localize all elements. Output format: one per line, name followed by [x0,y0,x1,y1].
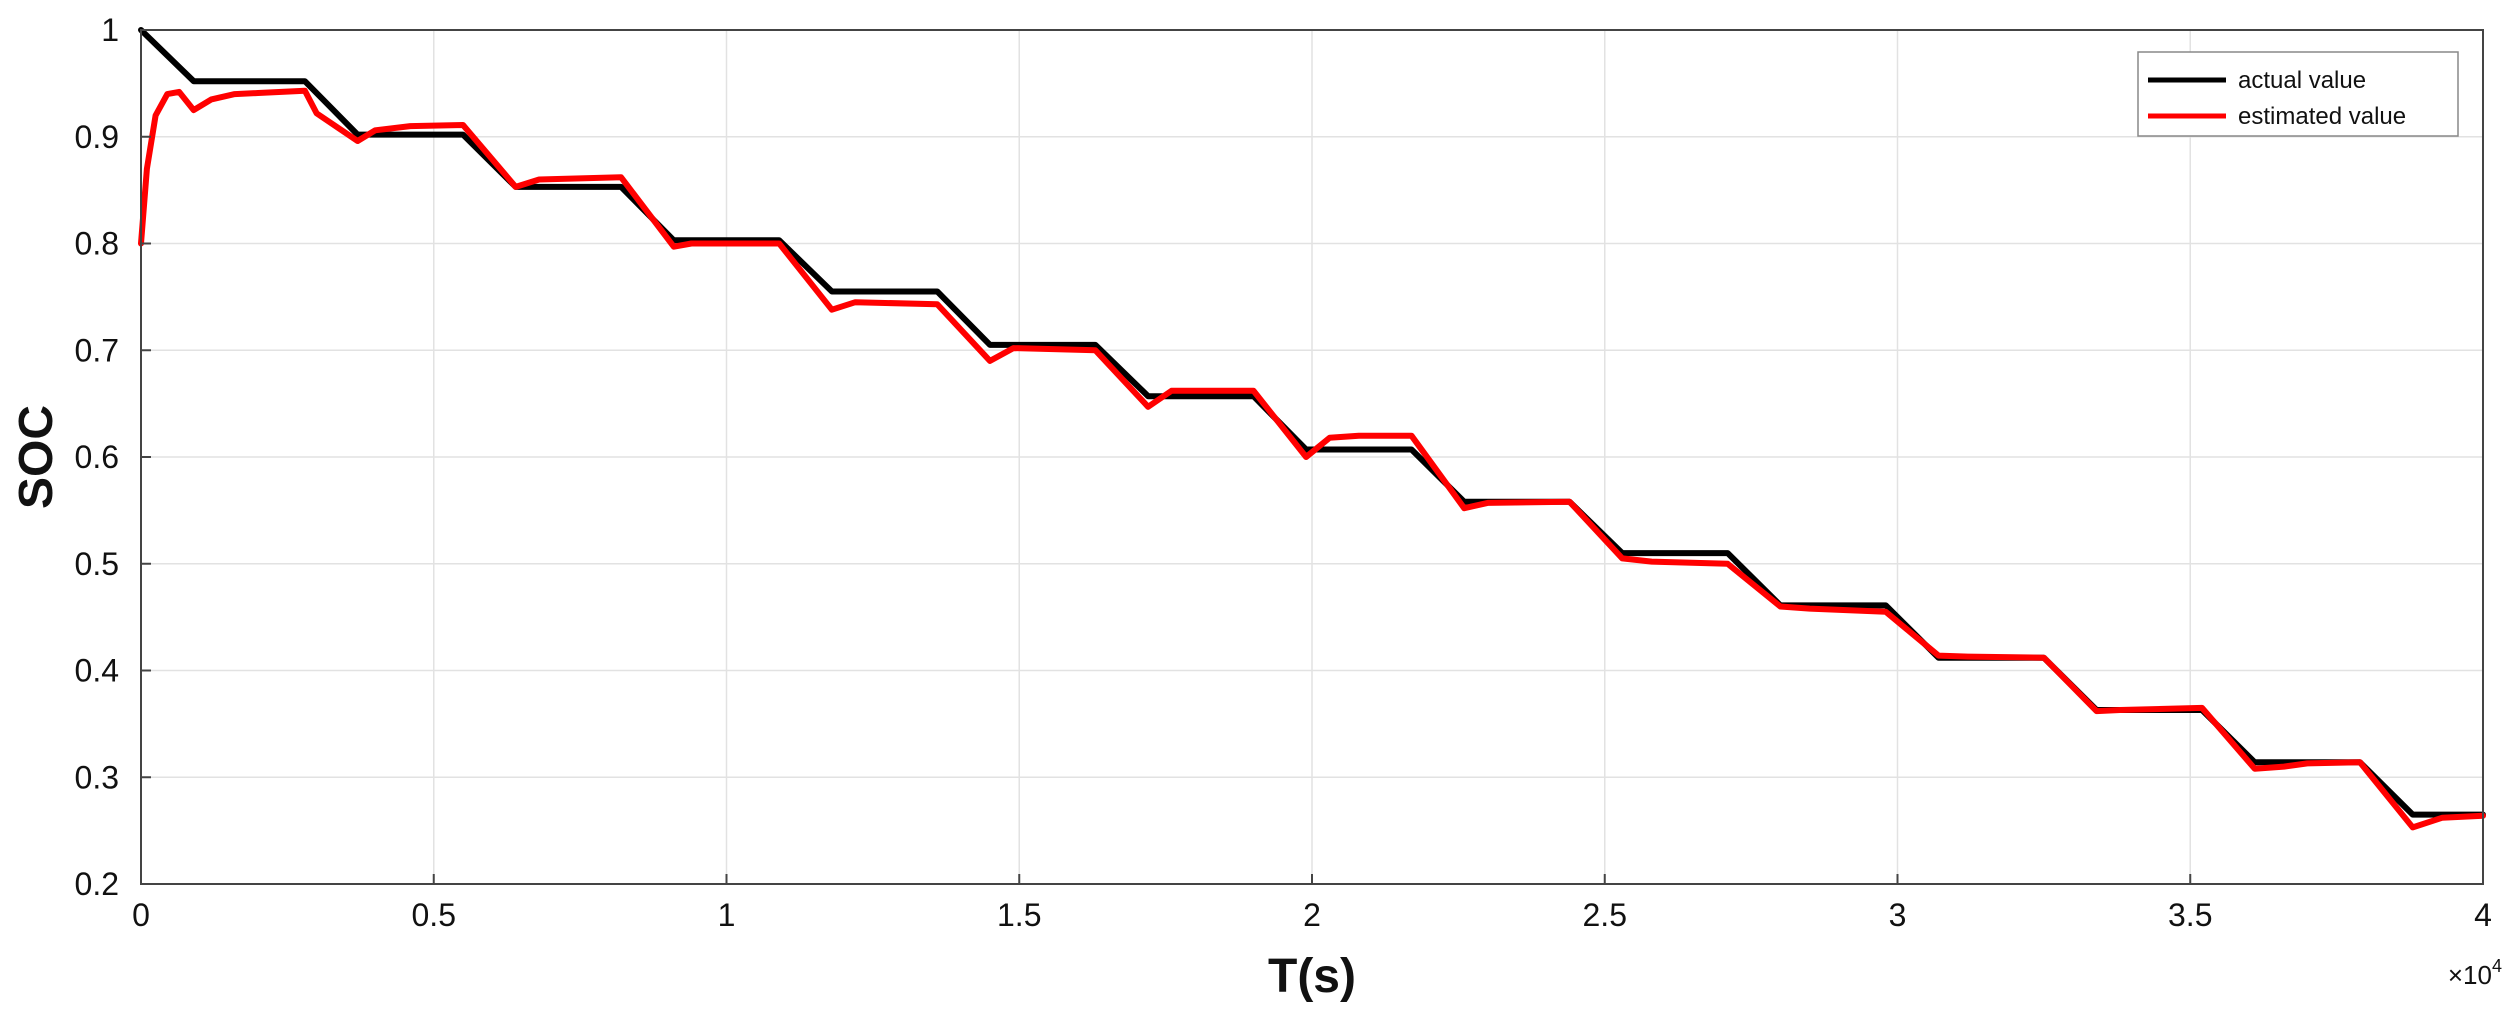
x-tick-label: 1.5 [997,897,1041,933]
x-tick-label: 3 [1889,897,1907,933]
x-tick-label: 4 [2474,897,2492,933]
x-exponent-power: 4 [2492,956,2502,976]
legend: actual value estimated value [2137,51,2459,137]
y-tick-label: 0.7 [75,332,119,368]
y-tick-label: 1 [101,12,119,48]
axis-ticks: 0 0.5 1 1.5 2 2.5 3 3.5 4 0.2 0.3 0.4 0.5 0.6 0.7 0.8 0.… [75,12,2492,933]
x-tick-label: 2 [1303,897,1321,933]
y-tick-label: 0.2 [75,866,119,902]
legend-box [2137,51,2459,137]
series-line-estimated [138,87,2486,831]
y-axis-label: SOC [10,405,63,509]
x-tick-label: 3.5 [2168,897,2212,933]
y-tick-label: 0.6 [75,439,119,475]
x-tick-label: 0 [132,897,150,933]
x-tick-label: 1 [718,897,736,933]
x-tick-label: 0.5 [412,897,456,933]
y-tick-label: 0.9 [75,119,119,155]
y-tick-label: 0.8 [75,226,119,262]
x-tick-label: 2.5 [1583,897,1627,933]
y-tick-label: 0.4 [75,653,119,689]
x-axis-label: T(s) [1268,950,1356,1003]
legend-label-estimated: estimated value [2238,103,2406,130]
x-exponent-base: ×10 [2448,960,2492,990]
series-lines [138,27,2486,831]
y-tick-label: 0.3 [75,759,119,795]
legend-label-actual: actual value [2238,67,2366,94]
y-tick-label: 0.5 [75,546,119,582]
x-axis-exponent: ×104 [2448,956,2502,990]
